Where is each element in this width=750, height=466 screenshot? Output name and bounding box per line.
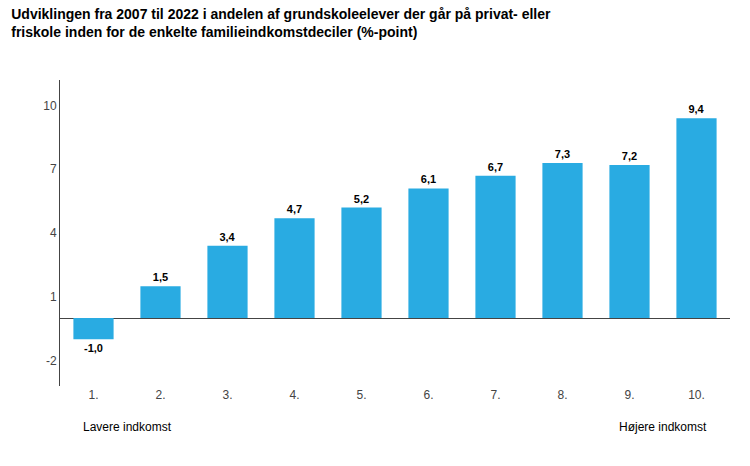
svg-text:Højere indkomst: Højere indkomst [619, 420, 707, 434]
svg-text:10: 10 [43, 99, 57, 113]
svg-text:7.: 7. [490, 388, 500, 402]
svg-text:4,7: 4,7 [287, 203, 302, 215]
svg-text:-2: -2 [46, 354, 57, 368]
svg-text:7: 7 [50, 162, 57, 176]
svg-text:4: 4 [50, 226, 57, 240]
svg-text:6,1: 6,1 [421, 173, 436, 185]
svg-text:7,2: 7,2 [622, 150, 637, 162]
svg-text:Udviklingen fra 2007 til 2022: Udviklingen fra 2007 til 2022 i andelen … [11, 6, 551, 40]
svg-text:3.: 3. [222, 388, 232, 402]
svg-text:4.: 4. [289, 388, 299, 402]
svg-text:2.: 2. [155, 388, 165, 402]
svg-text:10.: 10. [688, 388, 705, 402]
svg-text:3,4: 3,4 [219, 231, 235, 243]
svg-text:1: 1 [50, 290, 57, 304]
svg-text:5.: 5. [356, 388, 366, 402]
svg-text:-1,0: -1,0 [84, 342, 103, 354]
svg-text:1.: 1. [88, 388, 98, 402]
svg-text:Lavere indkomst: Lavere indkomst [83, 420, 172, 434]
svg-text:9.: 9. [624, 388, 634, 402]
svg-text:6,7: 6,7 [488, 161, 503, 173]
svg-text:6.: 6. [423, 388, 433, 402]
svg-text:9,4: 9,4 [688, 103, 704, 115]
svg-text:5,2: 5,2 [354, 193, 369, 205]
svg-text:8.: 8. [557, 388, 567, 402]
svg-text:1,5: 1,5 [153, 271, 168, 283]
svg-text:7,3: 7,3 [555, 148, 570, 160]
